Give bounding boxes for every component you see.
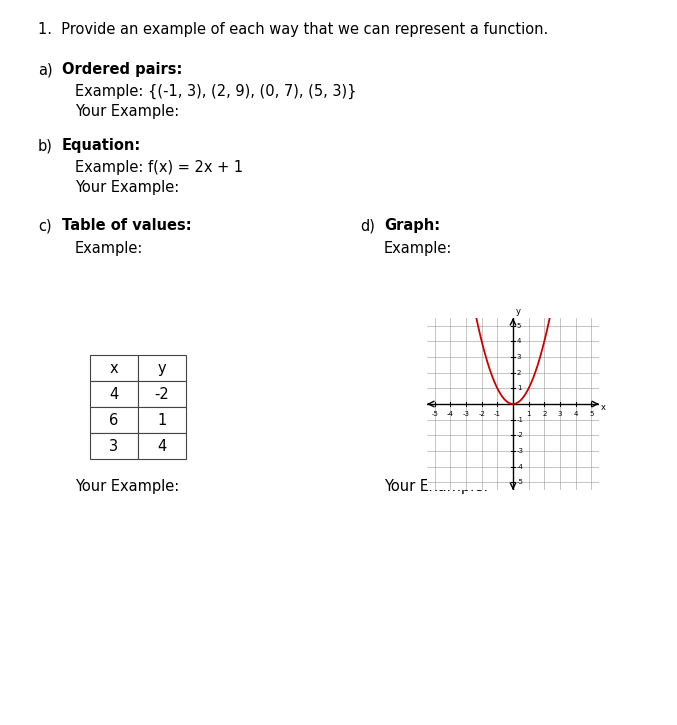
Text: Ordered pairs:: Ordered pairs: — [62, 62, 182, 77]
Text: b): b) — [38, 138, 53, 153]
Text: 3: 3 — [558, 411, 562, 417]
Bar — [90, 381, 138, 407]
Text: Your Example:: Your Example: — [75, 104, 179, 119]
Text: 1: 1 — [517, 386, 521, 392]
Text: -3: -3 — [517, 448, 524, 454]
Text: 5: 5 — [517, 323, 521, 329]
Bar — [138, 433, 186, 459]
Text: -1: -1 — [517, 417, 524, 423]
Text: y: y — [515, 307, 521, 316]
Text: 1: 1 — [157, 413, 167, 428]
Text: 3: 3 — [110, 439, 118, 454]
Text: Equation:: Equation: — [62, 138, 141, 153]
Text: 4: 4 — [110, 386, 118, 402]
Text: Example: f(x) = 2x + 1: Example: f(x) = 2x + 1 — [75, 160, 243, 175]
Text: x: x — [600, 402, 605, 412]
Text: 4: 4 — [157, 439, 167, 454]
Text: 2: 2 — [542, 411, 546, 417]
Text: 1: 1 — [527, 411, 531, 417]
Bar — [90, 433, 138, 459]
Text: 3: 3 — [517, 354, 521, 360]
Bar — [138, 355, 186, 381]
Text: -2: -2 — [517, 432, 524, 439]
Text: 1.  Provide an example of each way that we can represent a function.: 1. Provide an example of each way that w… — [38, 22, 548, 37]
Text: a): a) — [38, 62, 53, 77]
Text: 2: 2 — [517, 370, 521, 376]
Text: 5: 5 — [589, 411, 593, 417]
Text: -5: -5 — [517, 479, 524, 485]
Text: Example: {(-1, 3), (2, 9), (0, 7), (5, 3)}: Example: {(-1, 3), (2, 9), (0, 7), (5, 3… — [75, 84, 357, 99]
Text: 4: 4 — [517, 339, 521, 344]
Text: y: y — [158, 360, 167, 376]
Text: -4: -4 — [517, 463, 524, 470]
Text: c): c) — [38, 218, 51, 233]
Bar — [90, 407, 138, 433]
Bar — [138, 407, 186, 433]
Text: -1: -1 — [494, 411, 501, 417]
Bar — [90, 355, 138, 381]
Text: Your Example:: Your Example: — [384, 479, 488, 494]
Text: 4: 4 — [573, 411, 577, 417]
Text: Graph:: Graph: — [384, 218, 440, 233]
Bar — [138, 381, 186, 407]
Text: Example:: Example: — [75, 241, 144, 256]
Text: Table of values:: Table of values: — [62, 218, 192, 233]
Text: Example:: Example: — [384, 241, 452, 256]
Text: x: x — [110, 360, 118, 376]
Text: -2: -2 — [154, 386, 169, 402]
Text: Your Example:: Your Example: — [75, 180, 179, 195]
Text: 6: 6 — [110, 413, 118, 428]
Text: -4: -4 — [447, 411, 454, 417]
Text: Your Example:: Your Example: — [75, 479, 179, 494]
Text: d): d) — [360, 218, 375, 233]
Text: -3: -3 — [462, 411, 470, 417]
Text: -2: -2 — [478, 411, 485, 417]
Text: -5: -5 — [431, 411, 438, 417]
